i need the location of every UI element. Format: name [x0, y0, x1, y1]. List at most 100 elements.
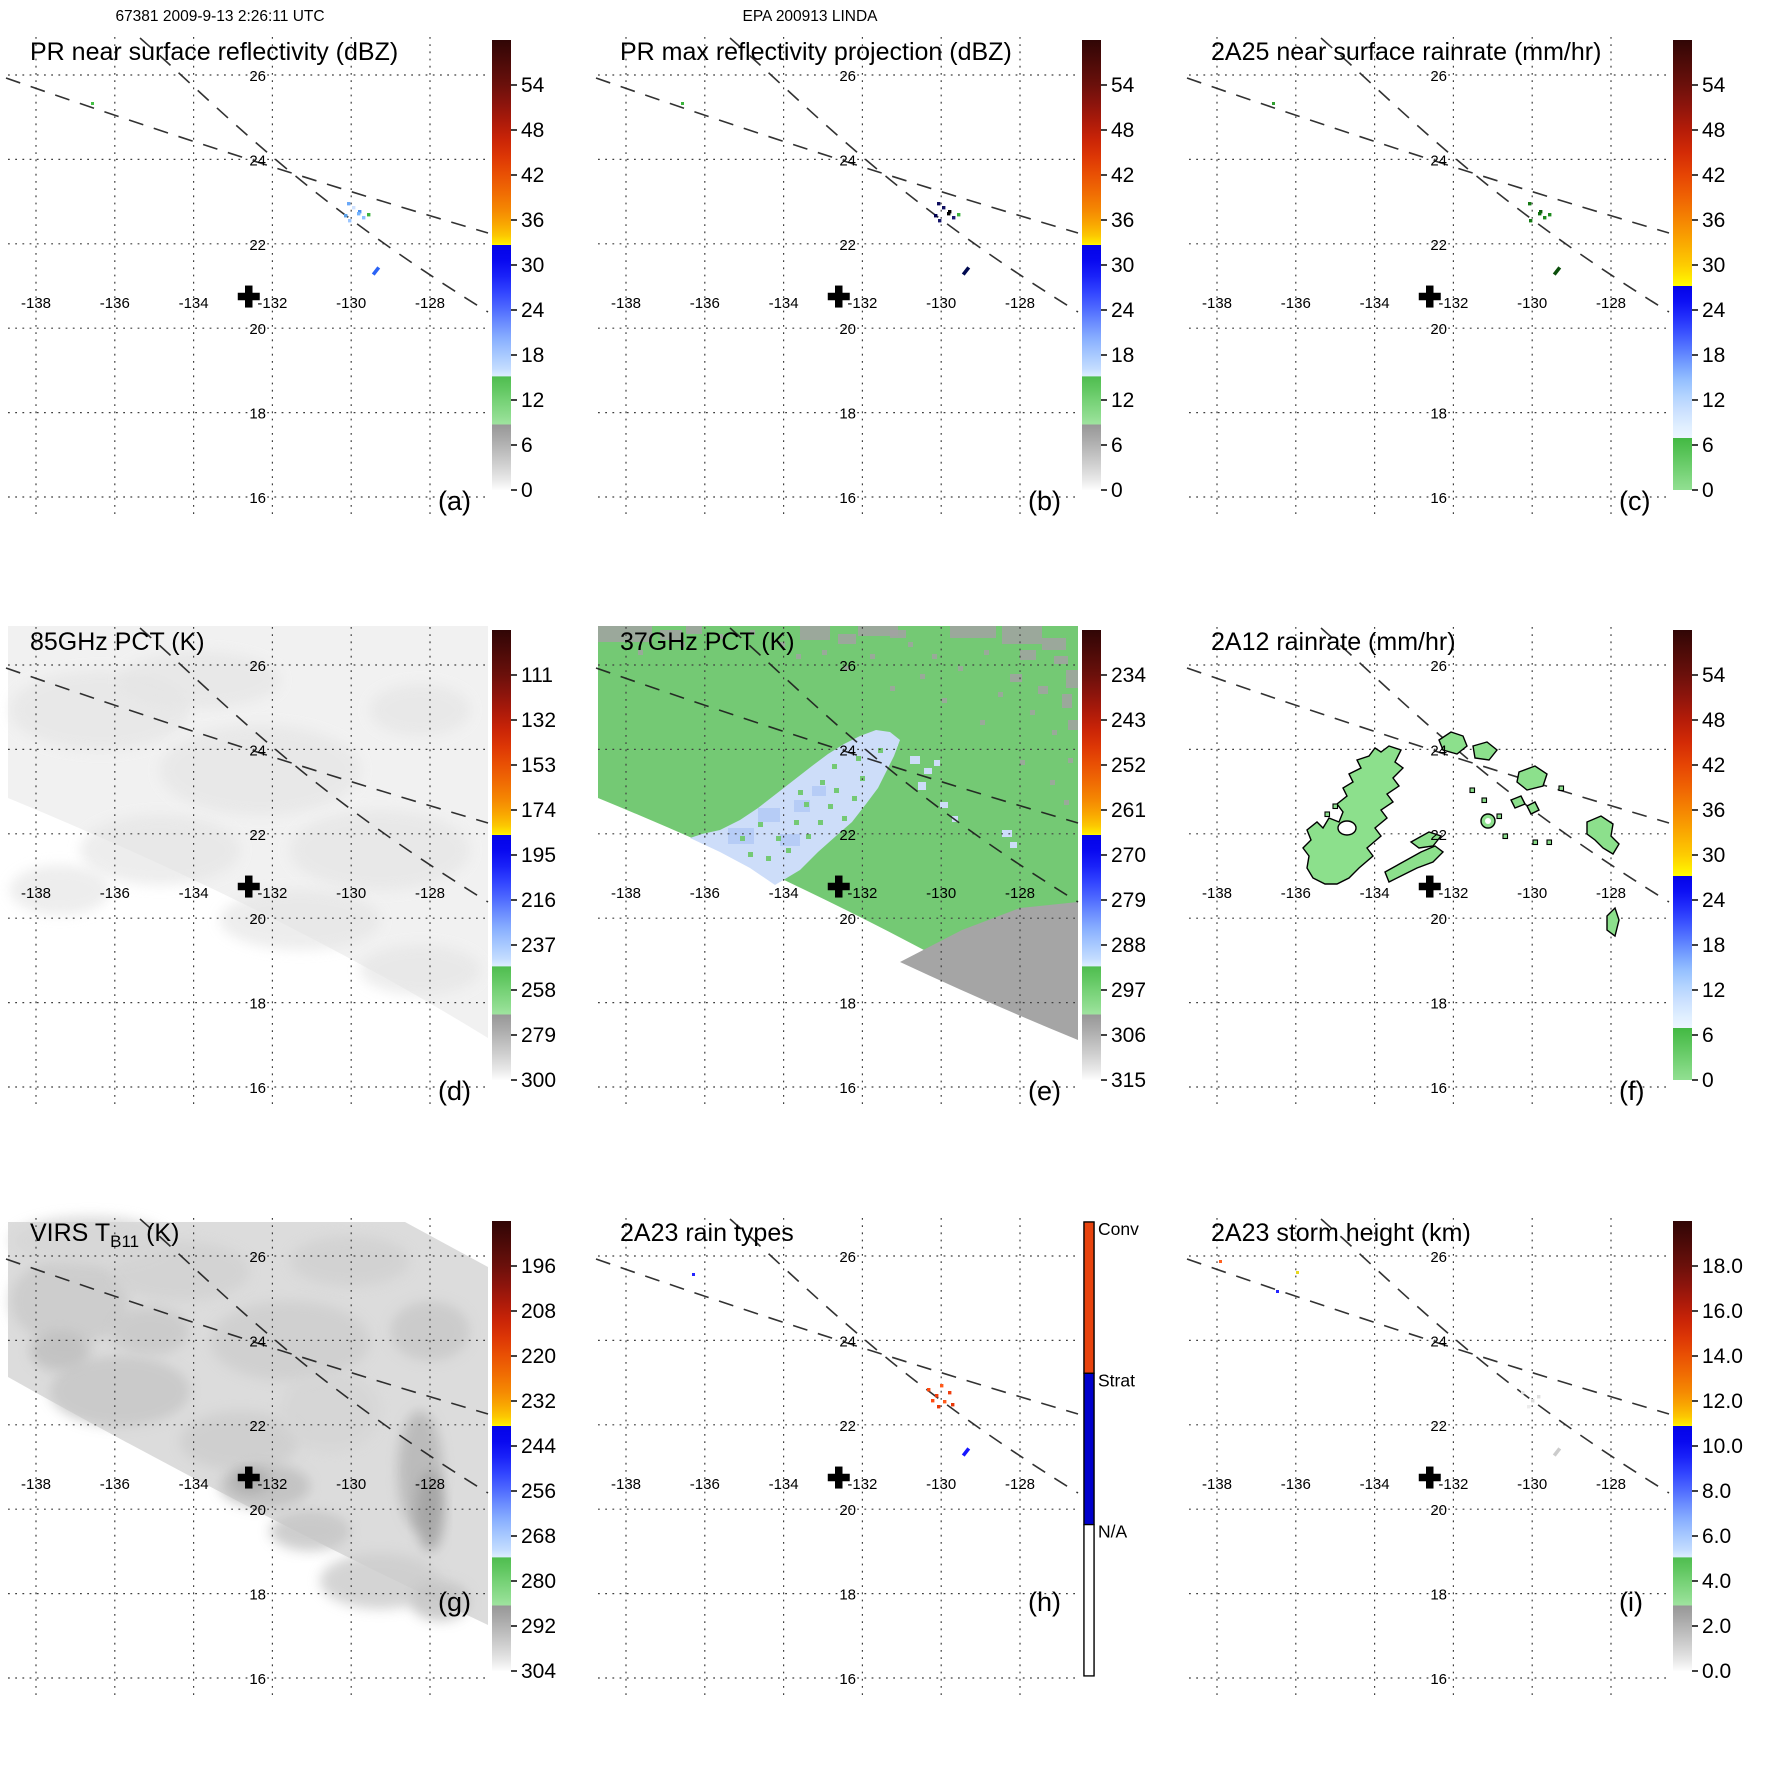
colorbar-tick-label: 0 [1702, 1069, 1714, 1092]
lat-label: 26 [249, 68, 266, 85]
colorbar-tick-label: 14.0 [1702, 1345, 1743, 1368]
lat-label: 26 [839, 1249, 856, 1266]
lat-label: 22 [1430, 237, 1447, 254]
data-specks [692, 1273, 971, 1457]
colorbar-tick-label: 24 [521, 299, 545, 322]
colorbar-tick-label: 8.0 [1702, 1480, 1731, 1503]
panel-h-svg: -138 -136 -134 -132 -130 -128 26 24 22 20 18 16 2A23… [595, 1218, 1139, 1698]
lon-label: -130 [926, 1476, 956, 1493]
lon-label: -128 [1005, 1476, 1035, 1493]
lon-label: -136 [100, 1476, 130, 1493]
lat-label: 26 [249, 1249, 266, 1266]
storm-center-marker [237, 285, 260, 308]
lon-label: -134 [179, 295, 209, 312]
colorbar-tick-label: 48 [521, 119, 544, 142]
colorbar-tick-label: 258 [521, 979, 556, 1002]
data-specks [1219, 1260, 1562, 1457]
swath-edge-lines [595, 1218, 1079, 1494]
lon-label: -136 [1281, 885, 1311, 902]
colorbar-tick-label: 306 [1111, 1024, 1146, 1047]
swath-edge-line-a [5, 77, 489, 234]
lon-label: -136 [1281, 295, 1311, 312]
lon-label: -130 [336, 295, 366, 312]
colorbar-tick-label: 261 [1111, 799, 1146, 822]
colorbar-tick-label: 256 [521, 1480, 556, 1503]
colorbar-tick-label: 48 [1702, 709, 1725, 732]
colorbar-tick-label: 36 [1111, 209, 1134, 232]
colorbar-tick-label: 292 [521, 1615, 556, 1638]
colorbar-tick-label: 288 [1111, 934, 1146, 957]
lon-label: -138 [1202, 1476, 1232, 1493]
lat-label: 24 [249, 742, 266, 759]
lat-label: 18 [839, 996, 856, 1013]
lon-label: -130 [336, 885, 366, 902]
lon-label: -132 [257, 295, 287, 312]
storm-center-marker [237, 875, 260, 898]
lat-label: 16 [1430, 490, 1447, 507]
lat-label: 22 [1430, 1418, 1447, 1435]
lat-label: 22 [839, 827, 856, 844]
swath-edge-lines [1186, 37, 1670, 313]
lat-label: 26 [839, 658, 856, 675]
colorbar-tick-label: 18.0 [1702, 1255, 1743, 1278]
lat-label: 16 [249, 1671, 266, 1688]
lon-label: -138 [611, 885, 641, 902]
panel-header: 67381 2009-9-13 2:26:11 UTC [115, 8, 324, 25]
colorbar-tick-label: 12 [521, 389, 544, 412]
colorbar: 54 48 42 36 30 24 18 12 6 0 [492, 40, 545, 502]
lat-label: 24 [1430, 152, 1447, 169]
storm-center-marker [827, 285, 850, 308]
colorbar: 18.0 16.0 14.0 12.0 10.0 8.0 6.0 4.0 2.0 0.0 [1673, 1221, 1743, 1683]
colorbar-tick-label: 220 [521, 1345, 556, 1368]
colorbar-tick-label: 270 [1111, 844, 1146, 867]
panel-c: -138 -136 -134 -132 -130 -128 26 24 22 20 18 16 2A25… [1181, 0, 1771, 590]
panel-title: 2A23 rain types [620, 1219, 794, 1247]
panel-e-svg: -138 -136 -134 -132 -130 -128 26 24 22 20 18 16 37GH… [595, 626, 1146, 1107]
swath-edge-lines [5, 37, 489, 313]
lon-label: -138 [21, 1476, 51, 1493]
lon-label: -134 [1360, 885, 1390, 902]
colorbar-tick-label: 12.0 [1702, 1390, 1743, 1413]
colorbar-tick-label: 30 [521, 254, 544, 277]
colorbar-tick-label: 232 [521, 1390, 556, 1413]
lon-label: -134 [179, 885, 209, 902]
panel-d: -138 -136 -134 -132 -130 -128 26 24 22 20 18 16 85GH… [0, 590, 590, 1180]
lon-label: -128 [1005, 295, 1035, 312]
lat-label: 24 [1430, 742, 1447, 759]
colorbar-tick-label: 234 [1111, 664, 1146, 687]
colorbar-tick-label: 30 [1702, 254, 1725, 277]
panel-title: 2A25 near surface rainrate (mm/hr) [1211, 38, 1601, 66]
swath-edge-lines [1186, 1218, 1670, 1494]
colorbar-tick-label: 42 [1111, 164, 1134, 187]
lat-label: 20 [839, 1502, 856, 1519]
lat-label: 22 [839, 237, 856, 254]
colorbar-tick-label: 237 [521, 934, 556, 957]
panel-title: 2A23 storm height (km) [1211, 1219, 1471, 1247]
lon-label: -132 [1438, 1476, 1468, 1493]
lon-label: -130 [1517, 295, 1547, 312]
lat-label: 20 [839, 911, 856, 928]
lon-label: -136 [100, 295, 130, 312]
colorbar-tick-label: 304 [521, 1660, 556, 1683]
lat-label: 20 [839, 321, 856, 338]
swath-edge-line-b [729, 37, 1079, 313]
colorbar-tick-label: 42 [1702, 164, 1725, 187]
panel-g: -138 -136 -134 -132 -130 -128 26 24 22 20 18 16 VIR… [0, 1181, 590, 1771]
lon-label: -132 [1438, 885, 1468, 902]
panel-letter: (e) [1028, 1076, 1061, 1106]
lon-label: -138 [611, 1476, 641, 1493]
lon-label: -134 [769, 885, 799, 902]
rain-blobs [1302, 731, 1620, 938]
colorbar-tick-label: 12 [1702, 979, 1725, 1002]
lat-label: 16 [1430, 1080, 1447, 1097]
lon-label: -136 [690, 295, 720, 312]
colorbar-tick-label: 268 [521, 1525, 556, 1548]
lon-label: -132 [257, 885, 287, 902]
lat-label: 18 [839, 1587, 856, 1604]
colorbar-tick-label: 208 [521, 1300, 556, 1323]
colorbar-tick-label: 315 [1111, 1069, 1146, 1092]
lon-label: -132 [847, 885, 877, 902]
lon-label: -128 [415, 1476, 445, 1493]
lat-label: 26 [1430, 1249, 1447, 1266]
